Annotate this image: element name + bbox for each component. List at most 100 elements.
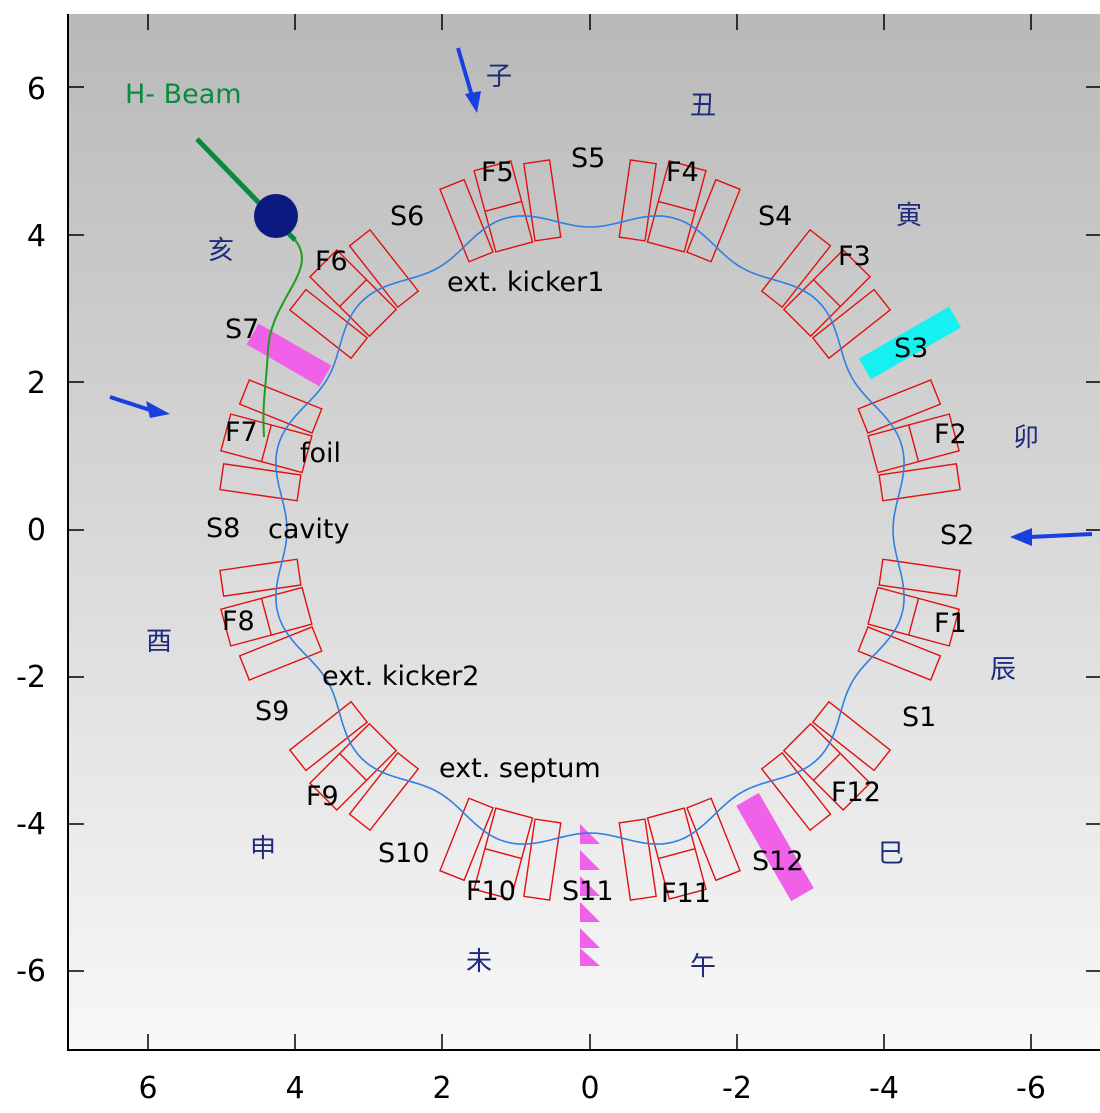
y-tick-label: 4 [27,219,46,254]
magnet-label-f7: F7 [225,417,258,448]
magnet-label-f2: F2 [934,419,967,450]
d-magnet [857,626,942,681]
section-label-s1: S1 [902,702,936,733]
y-tick-label: 0 [27,513,46,548]
arrow-right [1010,528,1093,546]
kicker1-label: ext. kicker1 [447,267,604,298]
y-tick-label: 2 [27,366,46,401]
arrow-left [109,395,170,418]
x-tick-label: -4 [869,1071,899,1106]
h-beam-path [262,239,303,438]
zodiac-tatsu: 辰 [990,655,1016,685]
magnet-label-f4: F4 [666,157,699,188]
y-tick-label: -2 [16,660,46,695]
f-magnet [473,807,534,900]
f-magnet [646,807,707,900]
magnet-label-f9: F9 [306,781,339,812]
magnet-label-f6: F6 [315,246,348,277]
d-magnet [238,626,323,681]
magnet-label-f8: F8 [222,606,255,637]
x-axis-tick-labels: 6 4 2 0 -2 -4 -6 [138,1071,1046,1106]
d-magnet [618,159,657,242]
zodiac-ne: 子 [486,62,512,92]
f-magnet [646,160,707,253]
y-axis-tick-labels: 6 4 2 0 -2 -4 -6 [16,72,46,989]
section-label-s5: S5 [571,143,605,174]
d-magnet [288,288,369,360]
axis-ticks [68,14,1100,1050]
section-label-s7: S7 [225,314,259,345]
section-label-s8: S8 [206,513,240,544]
zodiac-i: 亥 [208,236,234,266]
target-dot [254,194,298,238]
axis-frame [67,14,1100,1051]
x-tick-label: 4 [285,1071,304,1106]
d-magnet [348,751,420,832]
zodiac-labels: 子 丑 寅 卯 辰 巳 午 未 申 酉 亥 [146,62,1039,982]
d-magnet [760,751,832,832]
d-magnet [219,558,302,597]
f-magnet [867,586,960,647]
f-magnet [867,413,960,474]
arrow-top [456,47,481,113]
ring-magnets [219,159,961,901]
magnet-label-f10: F10 [466,876,516,907]
zodiac-ushi: 丑 [690,91,716,121]
d-magnet [618,818,657,901]
section-label-s9: S9 [255,696,289,727]
f-magnet [308,248,398,338]
magnet-label-f1: F1 [934,608,967,639]
f-magnet [782,248,872,338]
focusing-magnet-labels: F1 F2 F3 F4 F5 F6 F7 F8 F9 F10 F11 F12 [222,157,967,909]
d-magnet [878,558,961,597]
section-label-s11: S11 [562,876,614,907]
y-tick-label: 6 [27,72,46,107]
foil-label: foil [300,438,341,469]
f-magnet [473,160,534,253]
d-magnet [288,700,369,772]
zodiac-mi: 巳 [878,839,904,869]
section-label-s4: S4 [758,201,792,232]
s3-highlight [858,306,962,380]
section-label-s10: S10 [378,838,430,869]
zodiac-uma: 午 [690,952,716,982]
d-magnet [439,178,494,263]
f-magnet [308,722,398,812]
zodiac-saru: 申 [250,834,276,864]
kicker2-label: ext. kicker2 [322,661,479,692]
s12-highlight [736,792,814,902]
y-tick-label: -4 [16,807,46,842]
d-magnet [523,159,562,242]
s7-highlight [246,323,332,387]
section-label-s12: S12 [752,846,804,877]
magnet-label-f11: F11 [661,878,711,909]
d-magnet [760,228,832,309]
zodiac-u: 卯 [1013,423,1039,453]
f-magnet [782,722,872,812]
magnet-label-f5: F5 [481,157,514,188]
x-tick-label: -2 [722,1071,752,1106]
closed-orbit [275,215,905,845]
x-tick-label: 2 [432,1071,451,1106]
zodiac-tora: 寅 [896,201,922,231]
septum-label: ext. septum [439,753,601,784]
cavity-label: cavity [268,514,349,545]
d-magnet [219,463,302,502]
magnet-label-f12: F12 [831,777,881,808]
d-magnet [523,818,562,901]
section-label-s3: S3 [894,333,928,364]
straight-section-labels: S1 S2 S3 S4 S5 S6 S7 S8 S9 S10 S11 S12 [206,143,974,907]
x-tick-label: -6 [1016,1071,1046,1106]
d-magnet [857,379,942,434]
section-label-s2: S2 [940,520,974,551]
d-magnet [348,228,420,309]
d-magnet [686,797,741,882]
d-magnet [238,379,323,434]
section-label-s6: S6 [390,201,424,232]
f-magnet [220,586,313,647]
f-magnet [220,413,313,474]
y-tick-label: -6 [16,954,46,989]
zodiac-hitsuji: 未 [466,947,492,977]
d-magnet [439,797,494,882]
